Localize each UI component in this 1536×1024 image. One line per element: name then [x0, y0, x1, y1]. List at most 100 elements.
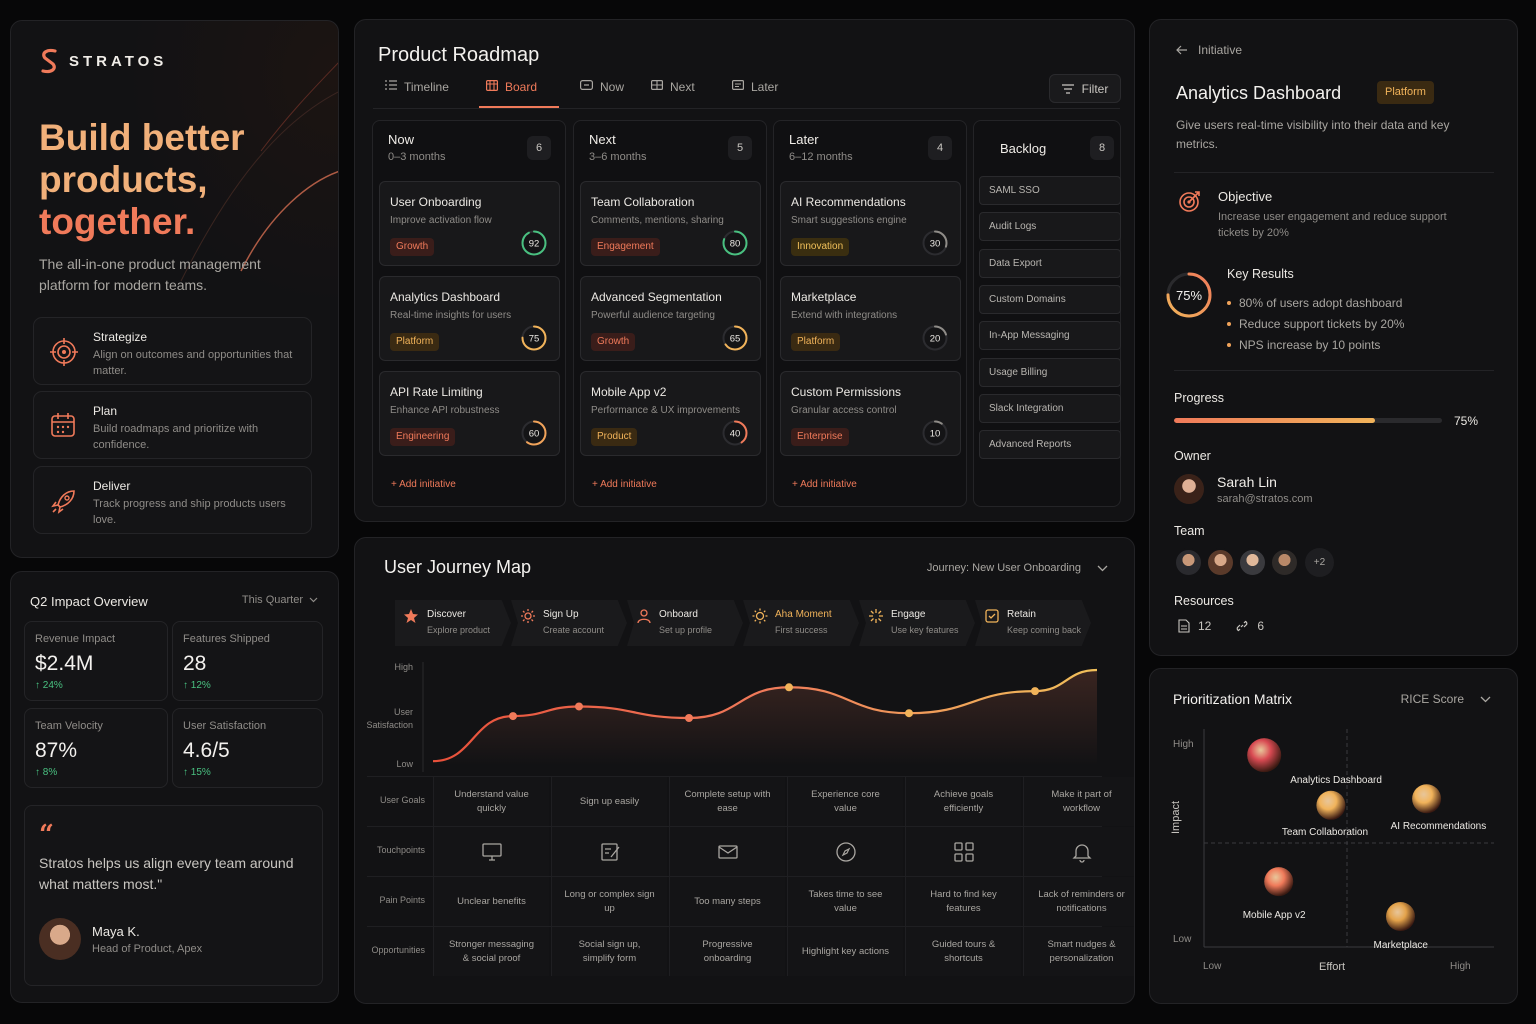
cell-text: Long or complex sign up [564, 888, 655, 914]
column-timeframe: 0–3 months [388, 151, 446, 163]
initiative-card[interactable]: Advanced Segmentation Powerful audience t… [580, 276, 761, 361]
backlog-item[interactable]: Audit Logs [979, 212, 1121, 242]
quarter-select[interactable]: This Quarter [242, 594, 318, 606]
stat-label: Revenue Impact [35, 633, 116, 645]
journey-select[interactable]: Journey: New User Onboarding [927, 562, 1108, 574]
stage-name: Retain [1007, 609, 1036, 620]
bell-icon [1023, 827, 1134, 876]
journey-cell: Achieve goals efficiently [905, 777, 1021, 826]
stratos-logo-icon [41, 48, 57, 74]
initiative-card[interactable]: User Onboarding Improve activation flow Gr… [379, 181, 560, 266]
tab-later[interactable]: Later [732, 80, 778, 108]
journey-stage-discover[interactable]: Discover Explore product [395, 600, 511, 646]
sparkle-icon-svg [869, 609, 883, 623]
score-ring-svg: 40 [722, 420, 748, 446]
backlog-item[interactable]: Advanced Reports [979, 430, 1121, 460]
satisfaction-point [685, 714, 693, 722]
back-button[interactable]: Initiative [1176, 43, 1242, 57]
row-label: Touchpoints [376, 845, 425, 855]
stage-name: Sign Up [543, 609, 579, 620]
add-initiative-button[interactable]: + Add initiative [792, 479, 857, 490]
journey-stage-aha-moment[interactable]: Aha Moment First success [743, 600, 859, 646]
card-tag: Platform [390, 333, 440, 351]
links-count[interactable]: 6 [1235, 619, 1264, 633]
score-ring-svg: 20 [922, 325, 948, 351]
initiative-card[interactable]: Team Collaboration Comments, mentions, sh… [580, 181, 761, 266]
bubble-label: Marketplace [1373, 940, 1428, 952]
card-tag: Engagement [591, 238, 660, 256]
journey-stage-retain[interactable]: Retain Keep coming back [975, 600, 1091, 646]
journey-stage-engage[interactable]: Engage Use key features [859, 600, 975, 646]
backlog-item[interactable]: Custom Domains [979, 284, 1121, 314]
card-tag: Enterprise [791, 428, 849, 446]
tab-label: Next [670, 80, 695, 94]
feature-strategize[interactable]: Strategize Align on outcomes and opportu… [33, 317, 312, 385]
y-label-low: Low [396, 759, 413, 769]
feature-plan[interactable]: Plan Build roadmaps and prioritize with … [33, 391, 312, 459]
satisfaction-curve [422, 662, 1098, 772]
backlog-item[interactable]: Data Export [979, 248, 1121, 278]
avatar[interactable] [1238, 548, 1267, 577]
backlog-item[interactable]: Slack Integration [979, 393, 1121, 423]
backlog-item[interactable]: Usage Billing [979, 357, 1121, 387]
chevron-down-icon [309, 597, 318, 603]
tab-board[interactable]: Board [486, 80, 537, 108]
tab-now[interactable]: Now [580, 80, 624, 108]
initiative-card[interactable]: Analytics Dashboard Real-time insights fo… [379, 276, 560, 361]
tab-timeline[interactable]: Timeline [385, 80, 449, 108]
decorative-curves [180, 62, 338, 282]
journey-stage-sign-up[interactable]: Sign Up Create account [511, 600, 627, 646]
key-result-text: Reduce support tickets by 20% [1239, 316, 1405, 331]
y-label-satisfaction: User Satisfaction [366, 707, 413, 730]
score-ring: 30 [922, 230, 948, 256]
journey-cell: Lack of reminders or notifications [1023, 877, 1134, 926]
key-results-list: 80% of users adopt dashboard Reduce supp… [1227, 292, 1404, 355]
compass-icon-svg [835, 841, 856, 862]
list-icon [385, 80, 397, 90]
filter-icon [1061, 83, 1074, 94]
key-result-text: 80% of users adopt dashboard [1239, 295, 1403, 310]
owner-label: Owner [1174, 449, 1211, 463]
filter-label: Filter [1081, 81, 1109, 96]
satisfaction-point [905, 709, 913, 718]
journey-stage-onboard[interactable]: Onboard Set up profile [627, 600, 743, 646]
score-ring: 10 [922, 420, 948, 446]
bullet [1227, 342, 1231, 347]
add-initiative-button[interactable]: + Add initiative [391, 479, 456, 490]
score-value: 30 [930, 239, 941, 250]
initiative-card[interactable]: AI Recommendations Smart suggestions engi… [780, 181, 961, 266]
matrix-bubble [1264, 867, 1294, 897]
add-initiative-button[interactable]: + Add initiative [592, 479, 657, 490]
initiative-card[interactable]: Custom Permissions Granular access contro… [780, 371, 961, 456]
mail-icon-svg [717, 844, 738, 859]
team-more-badge[interactable]: +2 [1305, 548, 1334, 577]
filter-button[interactable]: Filter [1049, 74, 1121, 103]
feature-title: Strategize [93, 330, 148, 344]
cell-text: Too many steps [694, 895, 761, 907]
avatar[interactable] [1174, 474, 1204, 504]
documents-count-text: 12 [1198, 619, 1212, 633]
brand-logo[interactable]: STRATOS [39, 47, 167, 75]
column-count: 5 [728, 136, 752, 160]
feature-deliver[interactable]: Deliver Track progress and ship products… [33, 466, 312, 534]
initiative-card[interactable]: Marketplace Extend with integrations Platf… [780, 276, 961, 361]
avatar[interactable] [1206, 548, 1235, 577]
tab-next[interactable]: Next [651, 80, 695, 108]
backlog-item[interactable]: In-App Messaging [979, 321, 1121, 351]
score-ring-arc [521, 325, 547, 351]
quote-mark: “ [39, 820, 54, 850]
score-select[interactable]: RICE Score [1401, 692, 1491, 706]
documents-count[interactable]: 12 [1178, 619, 1211, 633]
initiative-card[interactable]: Mobile App v2 Performance & UX improvemen… [580, 371, 761, 456]
journey-cell: Understand value quickly [433, 777, 549, 826]
journey-cell: Guided tours & shortcuts [905, 927, 1021, 976]
avatar[interactable] [1270, 548, 1299, 577]
initiative-card[interactable]: API Rate Limiting Enhance API robustness E… [379, 371, 560, 456]
y-label-high: High [394, 662, 413, 672]
divider [1174, 370, 1494, 371]
avatar[interactable] [1174, 548, 1203, 577]
stat-label: User Satisfaction [183, 720, 267, 732]
journey-cell: Progressive onboarding [669, 927, 785, 976]
backlog-item[interactable]: SAML SSO [979, 176, 1121, 205]
stat-card-satisfaction: User Satisfaction 4.6/5 ↑ 15% [172, 708, 323, 788]
